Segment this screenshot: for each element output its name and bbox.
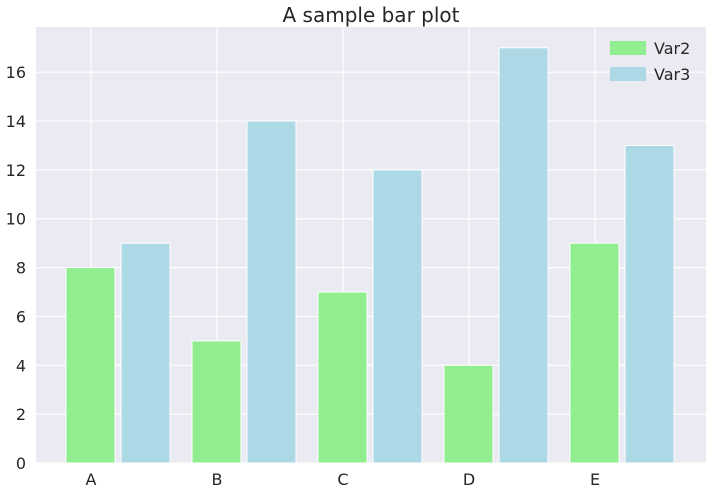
y-tick-label: 6 — [16, 307, 26, 326]
x-axis-ticks: A B C D E — [86, 470, 601, 489]
y-tick-label: 16 — [6, 63, 26, 82]
y-axis-ticks: 0 2 4 6 8 10 12 14 16 — [6, 63, 26, 473]
y-tick-label: 8 — [16, 259, 26, 278]
bar-var2-d — [443, 364, 494, 464]
y-tick-label: 2 — [16, 405, 26, 424]
bar-var2-b — [191, 340, 242, 464]
y-tick-label: 10 — [6, 210, 26, 229]
x-tick-label: B — [212, 470, 223, 489]
bar-var3-c — [372, 169, 423, 464]
x-tick-label: C — [337, 470, 348, 489]
legend-label: Var3 — [654, 65, 690, 84]
y-tick-label: 0 — [16, 454, 26, 473]
y-tick-label: 14 — [6, 112, 26, 131]
bars — [65, 47, 675, 464]
bar-var2-e — [569, 242, 620, 464]
bar-var3-d — [498, 47, 549, 464]
bar-var3-e — [624, 144, 675, 464]
x-tick-label: A — [86, 470, 97, 489]
chart-title: A sample bar plot — [283, 3, 460, 27]
y-tick-label: 4 — [16, 356, 26, 375]
y-tick-label: 12 — [6, 161, 26, 180]
bar-var2-c — [317, 291, 368, 464]
bar-var3-a — [120, 242, 171, 464]
x-tick-label: D — [463, 470, 475, 489]
x-tick-label: E — [590, 470, 600, 489]
legend-swatch — [610, 41, 646, 55]
bar-var2-a — [65, 267, 116, 464]
legend-swatch — [610, 67, 646, 81]
bar-var3-b — [246, 120, 297, 464]
legend: Var2 Var3 — [610, 39, 690, 84]
legend-label: Var2 — [654, 39, 690, 58]
